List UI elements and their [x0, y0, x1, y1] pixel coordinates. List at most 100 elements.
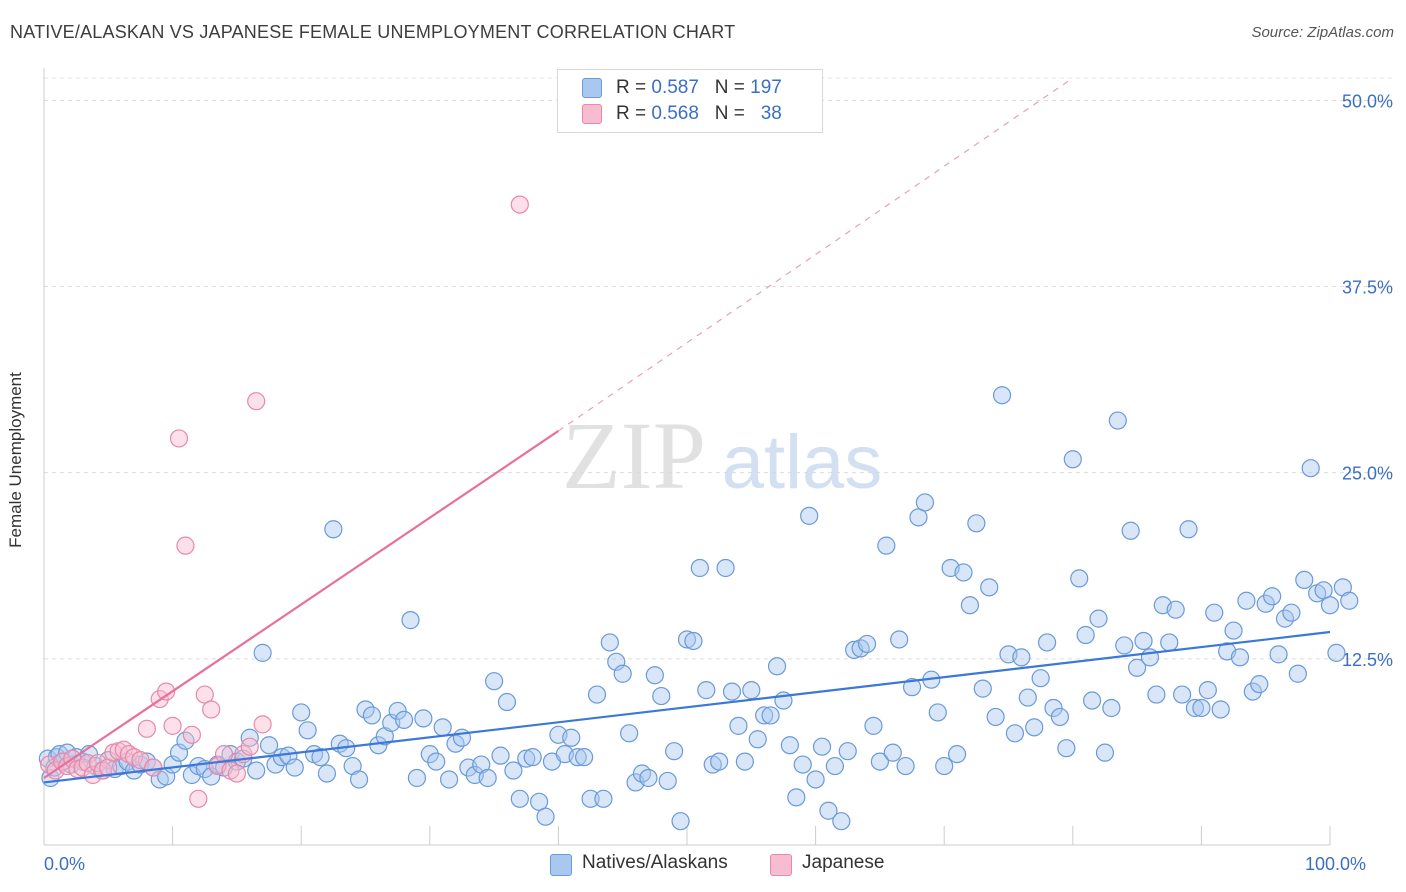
natives-alaskans-point: [684, 631, 703, 651]
natives-alaskans-point: [973, 679, 992, 698]
natives-alaskans-point: [870, 752, 890, 771]
natives-alaskans-point: [960, 596, 980, 615]
natives-alaskans-point: [890, 630, 909, 649]
natives-alaskans-point: [1301, 459, 1320, 478]
natives-alaskans-point: [902, 678, 922, 697]
natives-alaskans-point: [594, 789, 613, 808]
natives-alaskans-point: [1025, 718, 1044, 737]
natives-alaskans-point: [491, 746, 510, 765]
natives-alaskans-point: [401, 611, 420, 630]
natives-alaskans-point: [1282, 603, 1301, 622]
bottom-legend-label-natives: Natives/Alaskans: [582, 852, 728, 873]
japanese-point: [247, 392, 266, 411]
natives-alaskans-point: [349, 770, 369, 789]
natives-alaskans-point: [658, 771, 677, 791]
natives-alaskans-point: [761, 706, 780, 725]
natives-alaskans-point: [1127, 658, 1147, 677]
natives-alaskans-point: [600, 633, 619, 652]
japanese-point: [510, 195, 529, 214]
natives-alaskans-point: [1340, 591, 1359, 610]
natives-alaskans-point: [1243, 682, 1262, 701]
natives-alaskans-point: [697, 681, 716, 700]
natives-alaskans-point: [1288, 664, 1307, 683]
natives-alaskans-point: [523, 748, 542, 767]
natives-alaskans-point: [1230, 648, 1250, 667]
natives-alaskans-point: [1115, 636, 1134, 655]
natives-alaskans-point: [272, 748, 292, 767]
natives-alaskans-point: [1057, 739, 1076, 758]
natives-alaskans-point: [362, 706, 382, 725]
natives-alaskans-point: [1173, 685, 1192, 704]
y-tick-label: 50.0%: [1342, 91, 1393, 111]
legend-n-label: N =: [714, 77, 751, 98]
natives-alaskans-point: [1102, 698, 1121, 718]
natives-alaskans-point: [394, 710, 414, 729]
natives-alaskans-point: [767, 657, 787, 676]
japanese-trendline: [43, 430, 560, 779]
natives-alaskans-point: [620, 724, 639, 743]
natives-alaskans-point: [1320, 596, 1340, 615]
natives-alaskans-point: [832, 812, 851, 831]
natives-alaskans-point: [247, 761, 266, 780]
legend: R = 0.587 N = 197 R = 0.568 N = 38: [557, 69, 823, 133]
japanese-point: [157, 682, 176, 701]
source-label: Source: ZipAtlas.com: [1251, 24, 1394, 41]
natives-alaskans-point: [780, 736, 799, 755]
natives-alaskans-point: [439, 770, 459, 789]
legend-n-value: 197: [750, 77, 782, 98]
natives-alaskans-point: [1089, 609, 1108, 628]
natives-alaskans-point: [478, 768, 497, 788]
legend-n-label: N =: [714, 103, 751, 124]
japanese-point: [253, 715, 272, 734]
natives-alaskans-point: [253, 643, 272, 662]
natives-alaskans-point: [928, 703, 947, 722]
natives-alaskans-point: [292, 703, 311, 722]
natives-alaskans-point: [748, 730, 767, 749]
japanese-point: [137, 719, 156, 738]
japanese-point: [227, 764, 246, 783]
japanese-point: [182, 725, 201, 744]
natives-alaskans-point: [1269, 645, 1288, 664]
japanese-point: [119, 745, 138, 764]
natives-alaskans-point: [947, 745, 967, 764]
natives-alaskans-point: [896, 756, 915, 776]
y-tick-label: 37.5%: [1342, 278, 1393, 298]
watermark-atlas: atlas: [722, 420, 883, 505]
watermark: ZIP atlas: [562, 402, 882, 509]
natives-alaskans-point: [935, 756, 954, 776]
natives-alaskans-trendline: [43, 630, 1331, 784]
natives-alaskans-point: [1327, 643, 1346, 662]
japanese-point: [240, 737, 259, 756]
natives-alaskans-point: [986, 707, 1005, 727]
natives-alaskans-point: [690, 558, 709, 578]
natives-alaskans-point: [414, 709, 433, 728]
natives-alaskans-point: [1237, 591, 1256, 610]
axes: [43, 68, 1331, 846]
natives-alaskans-point: [1044, 698, 1063, 718]
natives-alaskans-point: [800, 506, 819, 525]
natives-alaskans-point: [665, 742, 684, 761]
natives-alaskans-point: [980, 578, 999, 597]
natives-alaskans-point: [317, 764, 337, 783]
natives-alaskans-point: [915, 493, 935, 512]
natives-alaskans-point: [504, 761, 523, 780]
natives-alaskans-point: [857, 634, 877, 654]
natives-alaskans-point: [613, 664, 632, 683]
bottom-legend-swatch-japanese: [770, 854, 792, 876]
natives-alaskans-point: [1108, 411, 1127, 430]
natives-alaskans-point: [967, 514, 986, 533]
x-tick-label: 100.0%: [1305, 854, 1366, 874]
natives-alaskans-point: [1082, 691, 1102, 710]
natives-alaskans-point: [1250, 675, 1269, 694]
legend-swatch-natives: [582, 78, 602, 98]
natives-alaskans-point: [755, 706, 774, 725]
natives-alaskans-point: [645, 666, 664, 685]
natives-alaskans-point: [1050, 707, 1070, 727]
natives-alaskans-point: [883, 743, 902, 762]
japanese-point: [189, 789, 208, 808]
natives-alaskans-point: [420, 745, 439, 764]
japanese-trendline-extension: [558, 77, 1074, 432]
natives-alaskans-point: [562, 728, 581, 747]
natives-alaskans-point: [1070, 569, 1089, 588]
